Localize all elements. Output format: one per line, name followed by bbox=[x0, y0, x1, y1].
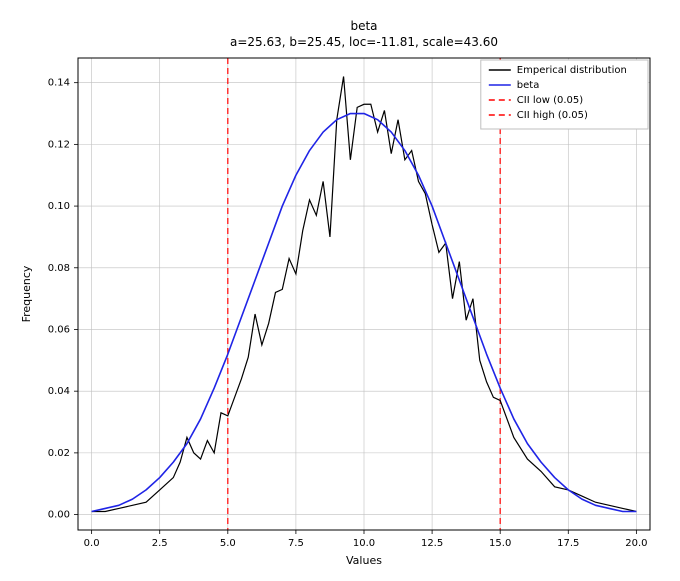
distribution-chart: 0.0 2.5 5.0 7.5 10.0 12.5 15.0 17.5 20.0 0.00 0.02… bbox=[0, 0, 680, 581]
legend-label: Emperical distribution bbox=[517, 65, 627, 76]
chart-title-2: a=25.63, b=25.45, loc=-11.81, scale=43.6… bbox=[230, 35, 498, 49]
xtick-label: 5.0 bbox=[220, 538, 236, 549]
ytick-label: 0.00 bbox=[48, 510, 70, 521]
legend-label: beta bbox=[517, 80, 540, 91]
xtick-label: 7.5 bbox=[288, 538, 304, 549]
ytick-label: 0.14 bbox=[48, 78, 70, 89]
legend-label: CII high (0.05) bbox=[517, 110, 588, 121]
ytick-label: 0.02 bbox=[48, 448, 70, 459]
chart-container: 0.0 2.5 5.0 7.5 10.0 12.5 15.0 17.5 20.0 0.00 0.02… bbox=[0, 0, 680, 581]
ylabel: Frequency bbox=[20, 265, 33, 322]
xtick-label: 17.5 bbox=[557, 538, 579, 549]
xtick-label: 2.5 bbox=[152, 538, 168, 549]
xtick-label: 10.0 bbox=[353, 538, 375, 549]
xlabel: Values bbox=[346, 554, 382, 567]
legend-label: CII low (0.05) bbox=[517, 95, 583, 106]
ytick-label: 0.12 bbox=[48, 139, 70, 150]
xtick-label: 20.0 bbox=[625, 538, 647, 549]
xtick-label: 15.0 bbox=[489, 538, 511, 549]
ytick-label: 0.08 bbox=[48, 263, 70, 274]
ytick-label: 0.10 bbox=[48, 201, 70, 212]
xtick-label: 0.0 bbox=[84, 538, 100, 549]
ytick-label: 0.04 bbox=[48, 386, 70, 397]
ytick-label: 0.06 bbox=[48, 324, 70, 335]
xtick-label: 12.5 bbox=[421, 538, 443, 549]
chart-title-1: beta bbox=[350, 19, 377, 33]
